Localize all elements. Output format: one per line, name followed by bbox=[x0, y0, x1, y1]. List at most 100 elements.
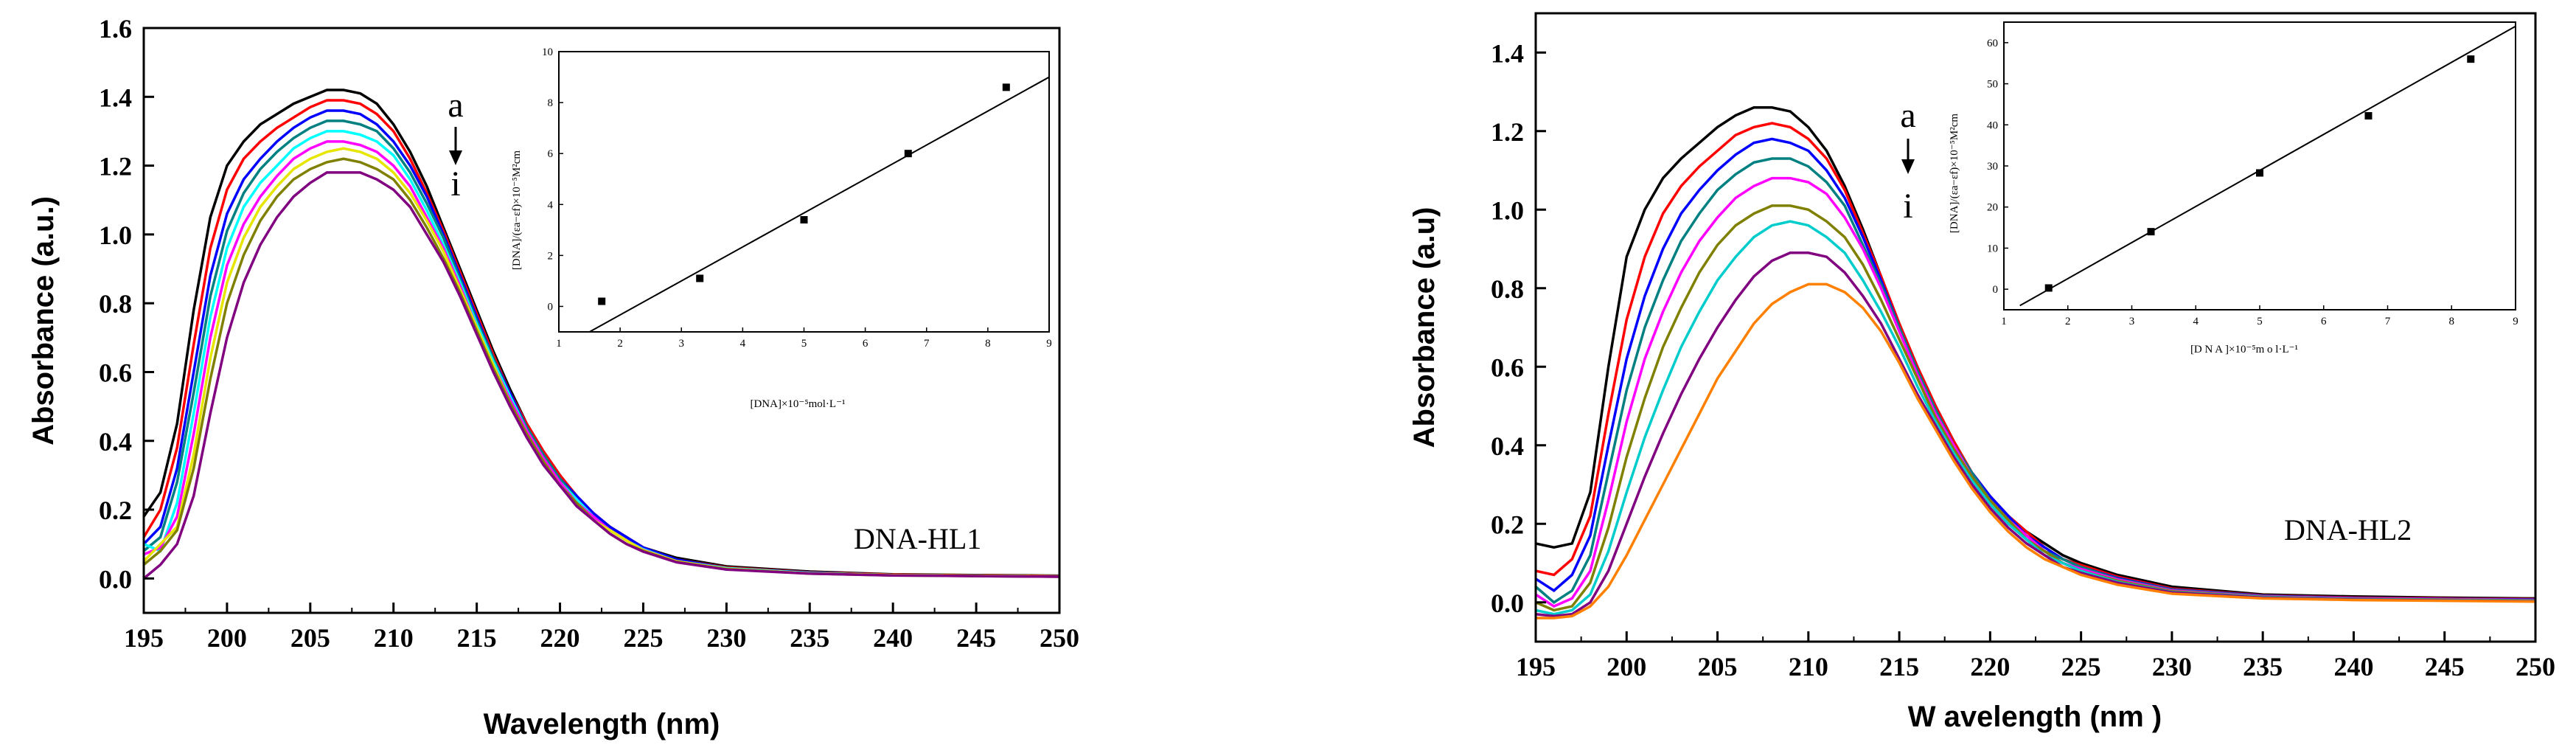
arrow-annotation-hl2: a i bbox=[1900, 96, 1915, 226]
annotation-arrow-head bbox=[449, 150, 462, 165]
series-line-e bbox=[1535, 176, 2536, 608]
y-axis-hl1: 0.0 0.2 0.4 0.6 0.8 1.0 1.2 1.4 1.6 bbox=[99, 14, 154, 594]
inset-y-tick-label: 30 bbox=[1987, 161, 1998, 173]
y-tick-label: 0.4 bbox=[1491, 431, 1524, 461]
inset-x-tick-label: 6 bbox=[2321, 316, 2327, 327]
annotation-top-a: a bbox=[448, 86, 463, 125]
x-axis-title-hl2: W avelength (nm ) bbox=[1908, 701, 2162, 733]
x-tick-label: 205 bbox=[290, 623, 330, 653]
y-tick-label: 1.2 bbox=[1491, 117, 1524, 147]
x-tick-label: 195 bbox=[1516, 652, 1556, 681]
inset-x-tick-label: 9 bbox=[1046, 338, 1052, 350]
inset-y-tick-label: 6 bbox=[548, 148, 554, 160]
y-tick-label: 0.2 bbox=[99, 496, 132, 525]
series-label-dna-hl2: DNA-HL2 bbox=[2284, 513, 2412, 546]
x-tick-label: 220 bbox=[540, 623, 580, 653]
inset-x-tick-label: 3 bbox=[2129, 316, 2135, 327]
inset-data-point bbox=[2256, 169, 2263, 177]
inset-data-point bbox=[696, 274, 704, 282]
inset-y-tick-label: 4 bbox=[548, 199, 554, 211]
y-tick-label: 1.4 bbox=[1491, 38, 1524, 68]
series-line-i bbox=[142, 171, 1060, 580]
inset-fit-line bbox=[589, 76, 1049, 332]
series-line-d bbox=[1534, 157, 2536, 604]
chart-dna-hl2: 195 200 205 210 215 220 225 230 235 240 245 250 0.0… bbox=[1408, 12, 2555, 733]
inset-x-title-hl2: [D N A ]×10⁻⁵m o l·L⁻¹ bbox=[2190, 344, 2298, 355]
y-tick-label: 1.4 bbox=[99, 83, 132, 112]
x-tick-label: 240 bbox=[873, 623, 913, 653]
y-tick-label: 0.6 bbox=[1491, 353, 1524, 382]
inset-chart-hl1: 1 2 3 4 5 6 7 8 9 0 2 4 6 8 10 [DNA]×10⁻⁵mol·L⁻¹ [DNA]… bbox=[511, 46, 1052, 410]
inset-y-tick-label: 2 bbox=[548, 250, 554, 262]
inset-y-tick-label: 0 bbox=[1993, 284, 1999, 296]
x-tick-label: 195 bbox=[124, 623, 164, 653]
inset-x-title-hl1: [DNA]×10⁻⁵mol·L⁻¹ bbox=[750, 398, 845, 410]
y-tick-label: 1.0 bbox=[99, 221, 132, 250]
y-tick-label: 0.6 bbox=[99, 358, 132, 387]
inset-frame bbox=[558, 51, 1050, 333]
x-tick-label: 200 bbox=[1606, 652, 1646, 681]
series-line-g bbox=[1535, 220, 2536, 616]
inset-y-tick-label: 8 bbox=[548, 97, 554, 109]
series-line-c bbox=[142, 109, 1060, 578]
x-tick-label: 230 bbox=[706, 623, 746, 653]
y-axis-hl2: 0.0 0.2 0.4 0.6 0.8 1.0 1.2 1.4 bbox=[1491, 38, 1546, 618]
inset-data-point bbox=[800, 216, 808, 223]
inset-x-tick-label: 5 bbox=[2257, 316, 2263, 327]
x-tick-label: 200 bbox=[207, 623, 247, 653]
y-axis-title-hl2: Absorbance (a.u) bbox=[1408, 207, 1441, 448]
x-tick-label: 225 bbox=[2061, 652, 2101, 681]
series-line-h bbox=[1535, 251, 2536, 618]
inset-fit-line bbox=[2019, 25, 2516, 307]
annotation-bottom-i: i bbox=[450, 164, 460, 204]
x-tick-label: 230 bbox=[2152, 652, 2192, 681]
x-tick-label: 210 bbox=[374, 623, 414, 653]
inset-y-tick-label: 50 bbox=[1987, 79, 1998, 91]
inset-y-tick-label: 10 bbox=[1987, 243, 1998, 254]
x-tick-label: 240 bbox=[2333, 652, 2373, 681]
inset-x-tick-label: 1 bbox=[556, 338, 562, 350]
x-axis-hl1: 195 200 205 210 215 220 225 230 235 240 245 250 bbox=[124, 603, 1079, 653]
series-label-dna-hl1: DNA-HL1 bbox=[854, 522, 981, 555]
inset-data-point bbox=[904, 150, 912, 158]
x-tick-label: 205 bbox=[1698, 652, 1738, 681]
y-tick-label: 1.2 bbox=[99, 152, 132, 181]
x-tick-label: 250 bbox=[1040, 623, 1079, 653]
series-line-b bbox=[1535, 122, 2536, 601]
inset-x-tick-label: 8 bbox=[985, 338, 991, 350]
series-group-hl1 bbox=[142, 89, 1060, 580]
x-tick-label: 225 bbox=[623, 623, 663, 653]
inset-frame bbox=[2003, 21, 2516, 310]
y-tick-label: 0.8 bbox=[99, 289, 132, 319]
inset-y-tick-label: 60 bbox=[1987, 38, 1998, 49]
inset-y-title-hl2: [DNA]/(εa−εf)×10⁻⁵M²cm bbox=[1949, 114, 1960, 233]
inset-y-tick-label: 10 bbox=[542, 46, 553, 58]
x-tick-label: 245 bbox=[2425, 652, 2465, 681]
inset-x-tick-label: 4 bbox=[2193, 316, 2199, 327]
x-axis-title-hl1: Wavelength (nm) bbox=[484, 708, 720, 740]
inset-y-tick-label: 0 bbox=[548, 301, 554, 313]
y-tick-label: 0.4 bbox=[99, 427, 132, 457]
annotation-bottom-i-hl2: i bbox=[1903, 187, 1912, 226]
x-tick-label: 210 bbox=[1789, 652, 1828, 681]
inset-x-tick-label: 5 bbox=[801, 338, 807, 350]
y-tick-label: 0.0 bbox=[99, 564, 132, 594]
inset-x-tick-label: 1 bbox=[2001, 316, 2007, 327]
inset-x-tick-label: 7 bbox=[2385, 316, 2391, 327]
x-tick-label: 250 bbox=[2516, 652, 2555, 681]
inset-y-title-hl1: [DNA]/(εa−εf)×10⁻⁵M²cm bbox=[511, 150, 523, 270]
inset-data-point bbox=[598, 297, 606, 305]
inset-data-point bbox=[2467, 55, 2475, 63]
inset-data-point bbox=[2364, 112, 2373, 120]
chart-dna-hl1: 195 200 205 210 215 220 225 230 235 240 245 250 0.0… bbox=[27, 14, 1079, 740]
inset-x-tick-label: 4 bbox=[740, 338, 746, 350]
y-tick-label: 0.0 bbox=[1491, 589, 1524, 618]
annotation-top-a-hl2: a bbox=[1900, 96, 1915, 135]
inset-x-tick-label: 3 bbox=[679, 338, 685, 350]
x-tick-label: 215 bbox=[1879, 652, 1919, 681]
inset-x-tick-label: 6 bbox=[863, 338, 868, 350]
inset-data-point bbox=[1002, 83, 1010, 91]
y-axis-title-hl1: Absorbance (a.u.) bbox=[27, 196, 60, 445]
y-tick-label: 0.2 bbox=[1491, 510, 1524, 539]
